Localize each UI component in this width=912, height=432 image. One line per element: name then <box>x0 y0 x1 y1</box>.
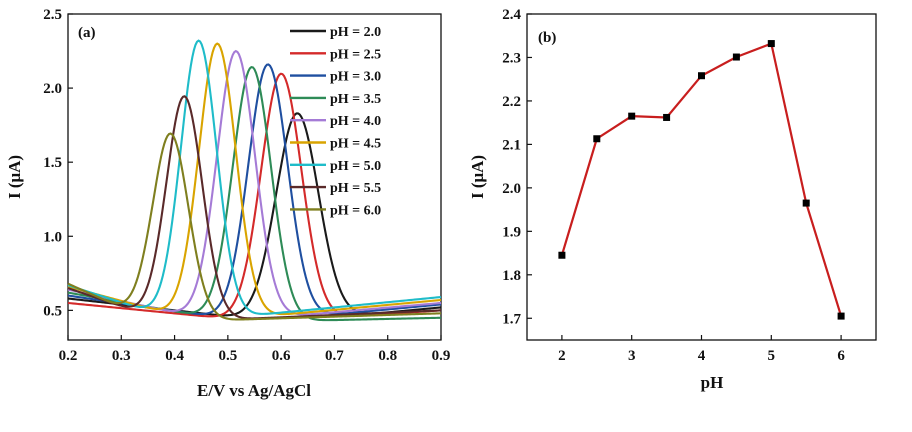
panel-b-series-line <box>560 42 843 317</box>
panel-a-legend-label: pH = 2.0 <box>330 25 381 40</box>
panel-b-y-axis-label: I (μA) <box>468 155 487 199</box>
panel-b-data-point <box>558 251 566 259</box>
panel-b-data-point <box>698 72 705 80</box>
panel-a-plot-frame <box>67 13 442 341</box>
panel-b-series-group <box>558 40 845 320</box>
panel-a-x-tick-label: 0.8 <box>378 348 397 364</box>
panel-b-x-tick-label: 4 <box>698 348 706 364</box>
panel-a-y-tick-label: 0.5 <box>43 303 62 319</box>
panel-b-y-tick-label: 2.0 <box>502 181 521 197</box>
panel-a-series-line <box>67 39 442 315</box>
panel-b-x-tick-label: 2 <box>558 348 566 364</box>
panel-b-data-point <box>732 53 740 61</box>
panel-b-y-tick-label: 2.2 <box>502 94 521 110</box>
panel-b-data-point <box>628 112 636 120</box>
panel-a-legend-label: pH = 3.5 <box>330 92 381 107</box>
panel-a-legend-label: pH = 5.5 <box>330 181 381 196</box>
panel-a-x-tick-label: 0.9 <box>432 348 451 364</box>
panel-a-series-line <box>67 132 442 321</box>
panel-a-x-ticks: 0.2 0.3 0.4 0.5 0.6 0.7 0.8 0.9 <box>59 335 451 364</box>
panel-b-data-point <box>767 40 775 48</box>
panel-b-x-ticks: 2 3 4 5 6 <box>558 335 845 364</box>
panel-a-series-line <box>67 95 442 320</box>
panel-a-legend-label: pH = 6.0 <box>330 203 381 218</box>
panel-b-x-tick-label: 6 <box>837 348 845 364</box>
panel-a-y-axis-label: I (μA) <box>5 155 24 199</box>
panel-a-x-tick-label: 0.4 <box>165 348 184 364</box>
panel-b-label: (b) <box>538 30 556 46</box>
panel-a-y-tick-label: 2.0 <box>43 81 62 97</box>
panel-a-chart: 0.2 0.3 0.4 0.5 0.6 0.7 0.8 0.9 0.5 1.0 1.5 2.0 2.5… <box>5 7 450 400</box>
panel-a-x-tick-label: 0.2 <box>59 348 78 364</box>
panel-b-x-tick-label: 3 <box>628 348 636 364</box>
panel-a-legend-label: pH = 5.0 <box>330 159 381 174</box>
panel-a-y-tick-label: 2.5 <box>43 7 62 23</box>
panel-a-series-line <box>67 49 442 316</box>
panel-b-data-point <box>593 135 601 143</box>
panel-a-legend-label: pH = 4.5 <box>330 137 381 152</box>
panel-a-x-tick-label: 0.6 <box>272 348 291 364</box>
panel-b-x-tick-label: 5 <box>768 348 776 364</box>
panel-a-legend-label: pH = 3.0 <box>330 70 381 85</box>
panel-b-data-point <box>802 199 810 207</box>
panel-b-chart: 2 3 4 5 6 1.7 1.8 1.9 2.0 2.1 2.2 2.3 2.4 (b) pH I … <box>468 7 877 392</box>
panel-b-y-tick-label: 2.4 <box>502 7 521 23</box>
panel-a-x-tick-label: 0.5 <box>218 348 237 364</box>
panel-b-plot-frame <box>526 13 877 341</box>
panel-a-y-ticks: 0.5 1.0 1.5 2.0 2.5 <box>43 7 73 319</box>
panel-a-series-group <box>67 39 442 322</box>
panel-b-y-tick-label: 2.1 <box>502 137 521 153</box>
panel-b-y-tick-label: 2.3 <box>502 50 521 66</box>
panel-a-x-axis-label: E/V vs Ag/AgCl <box>197 381 311 400</box>
panel-a-legend-label: pH = 4.0 <box>330 114 381 129</box>
panel-b-x-axis-label: pH <box>701 373 724 392</box>
panel-b-data-point <box>663 113 671 121</box>
panel-a-legend: pH = 2.0 pH = 2.5 pH = 3.0 pH = 3.5 pH = 4.0… <box>290 25 381 218</box>
panel-a-y-tick-label: 1.5 <box>43 155 62 171</box>
panel-a-series-line <box>67 42 442 316</box>
panel-b-data-point <box>837 312 845 320</box>
panel-b-y-tick-label: 1.8 <box>502 268 521 284</box>
panel-b-y-tick-label: 1.7 <box>502 311 521 327</box>
panel-a-y-tick-label: 1.0 <box>43 229 62 245</box>
panel-a-x-tick-label: 0.3 <box>112 348 131 364</box>
panel-a-legend-label: pH = 2.5 <box>330 47 381 62</box>
panel-b-y-tick-label: 1.9 <box>502 224 521 240</box>
panel-a-label: (a) <box>78 25 96 41</box>
panel-a-x-tick-label: 0.7 <box>325 348 344 364</box>
panel-b-y-ticks: 1.7 1.8 1.9 2.0 2.1 2.2 2.3 2.4 <box>502 7 532 327</box>
